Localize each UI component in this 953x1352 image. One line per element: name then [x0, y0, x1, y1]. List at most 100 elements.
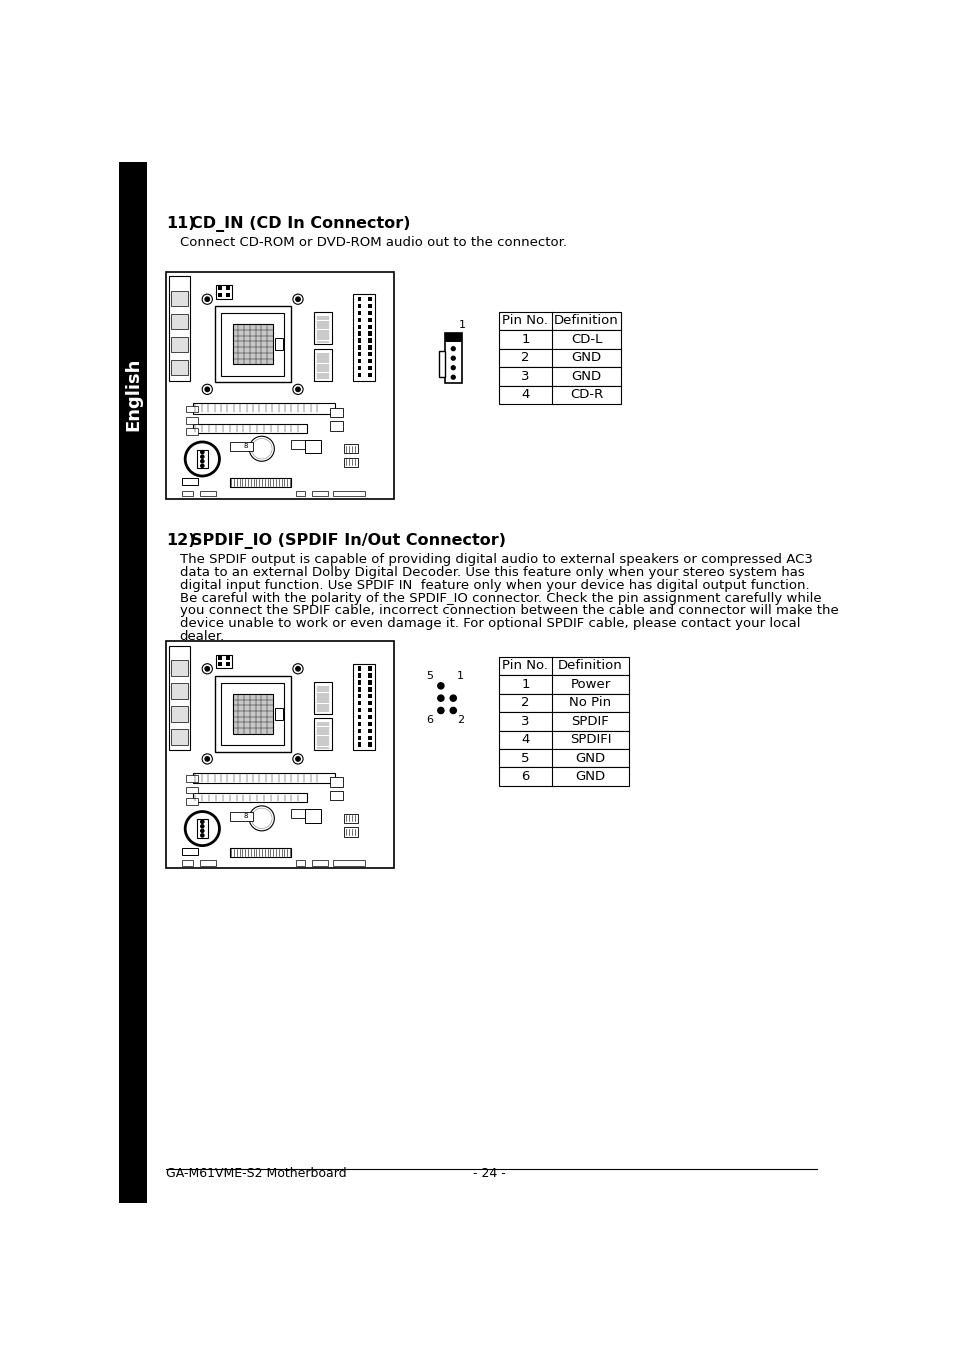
Bar: [498, 657, 629, 675]
Circle shape: [200, 460, 204, 462]
Bar: [230, 479, 292, 487]
Bar: [368, 331, 372, 335]
Bar: [498, 694, 629, 713]
Bar: [368, 722, 372, 726]
Circle shape: [200, 821, 204, 823]
Bar: [368, 360, 372, 364]
Text: dealer.: dealer.: [179, 630, 225, 642]
Bar: [368, 735, 372, 740]
Circle shape: [200, 450, 204, 454]
Circle shape: [200, 825, 204, 827]
Text: No Pin: No Pin: [569, 696, 611, 710]
Circle shape: [295, 387, 300, 392]
Bar: [357, 304, 360, 308]
Bar: [444, 333, 461, 342]
Text: 2: 2: [520, 696, 529, 710]
Text: 3: 3: [520, 715, 529, 727]
Bar: [226, 662, 230, 667]
Bar: [368, 366, 372, 370]
Circle shape: [249, 437, 274, 461]
Bar: [314, 681, 331, 714]
Circle shape: [293, 384, 303, 395]
Bar: [305, 439, 321, 453]
Circle shape: [295, 667, 300, 671]
Bar: [186, 406, 197, 412]
Bar: [498, 768, 629, 786]
Text: GND: GND: [571, 352, 601, 364]
Bar: [357, 345, 360, 350]
Circle shape: [202, 295, 213, 304]
Bar: [498, 349, 620, 366]
Bar: [330, 422, 342, 430]
Bar: [438, 352, 444, 377]
Circle shape: [295, 297, 300, 301]
Circle shape: [451, 376, 455, 379]
Bar: [368, 742, 372, 746]
Bar: [230, 442, 253, 452]
Bar: [215, 285, 232, 299]
Bar: [182, 491, 193, 496]
Circle shape: [252, 808, 272, 829]
Bar: [357, 338, 360, 342]
Bar: [169, 646, 190, 750]
Bar: [119, 162, 147, 1203]
Bar: [171, 291, 188, 307]
Circle shape: [295, 757, 300, 761]
Bar: [368, 667, 372, 671]
Circle shape: [205, 757, 210, 761]
Bar: [274, 338, 283, 350]
Bar: [368, 324, 372, 329]
Bar: [193, 403, 335, 414]
Circle shape: [202, 754, 213, 764]
Circle shape: [202, 664, 213, 673]
Bar: [357, 680, 360, 684]
Bar: [295, 491, 305, 496]
Bar: [171, 706, 188, 722]
Bar: [233, 694, 273, 734]
Bar: [357, 373, 360, 377]
Bar: [230, 848, 292, 857]
Circle shape: [202, 384, 213, 395]
Bar: [312, 860, 328, 867]
Bar: [344, 445, 357, 453]
Bar: [330, 777, 342, 787]
Circle shape: [205, 297, 210, 301]
Bar: [215, 654, 232, 668]
Text: digital input function. Use SPDIF IN  feature only when your device has digital : digital input function. Use SPDIF IN fea…: [179, 579, 808, 592]
Circle shape: [200, 829, 204, 833]
Bar: [186, 798, 197, 804]
Bar: [368, 715, 372, 719]
Bar: [182, 860, 193, 867]
Bar: [200, 491, 215, 496]
Bar: [344, 458, 357, 466]
Bar: [357, 715, 360, 719]
Bar: [196, 450, 208, 468]
Bar: [498, 713, 629, 730]
Text: 5: 5: [520, 752, 529, 765]
Bar: [498, 330, 620, 349]
Bar: [368, 338, 372, 342]
Text: 1: 1: [458, 320, 466, 330]
Text: - 24 -: - 24 -: [472, 1167, 505, 1180]
Bar: [186, 429, 197, 435]
Bar: [357, 708, 360, 713]
Bar: [171, 337, 188, 353]
Circle shape: [437, 683, 443, 690]
Bar: [171, 660, 188, 676]
Bar: [368, 708, 372, 713]
Bar: [357, 297, 360, 301]
Bar: [357, 366, 360, 370]
Bar: [218, 656, 222, 660]
Bar: [353, 295, 375, 381]
Bar: [368, 373, 372, 377]
Bar: [344, 814, 357, 823]
Bar: [333, 491, 364, 496]
Bar: [186, 787, 197, 794]
Bar: [444, 333, 461, 383]
Text: 1: 1: [520, 677, 529, 691]
Text: The SPDIF output is capable of providing digital audio to external speakers or c: The SPDIF output is capable of providing…: [179, 553, 812, 566]
Text: SPDIFI: SPDIFI: [569, 733, 611, 746]
Bar: [368, 700, 372, 706]
Circle shape: [450, 707, 456, 714]
Text: Pin No.: Pin No.: [502, 660, 548, 672]
